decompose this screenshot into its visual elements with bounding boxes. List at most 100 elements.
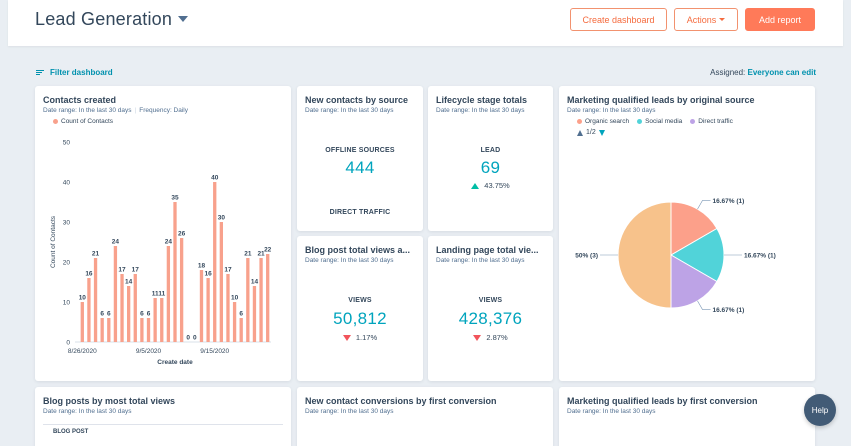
legend-label: Count of Contacts [61, 118, 114, 125]
bar [160, 298, 164, 342]
bar [127, 286, 131, 342]
trend-down-icon [342, 334, 351, 341]
bar-value-label: 40 [211, 175, 219, 182]
blog-posts-most-views-card: Blog posts by most total views Date rang… [35, 387, 291, 446]
lifecycle-stage-card: Lifecycle stage totals Date range: In th… [428, 86, 553, 231]
card-title[interactable]: Contacts created [43, 95, 117, 105]
page-title[interactable]: Lead Generation [35, 9, 173, 29]
y-tick-label: 0 [66, 340, 70, 347]
chevron-down-icon[interactable] [178, 16, 189, 22]
date-range: Date range: In the last 30 days [305, 107, 394, 114]
pie-slice-label: 16.67% (1) [744, 253, 776, 260]
bar-value-label: 35 [171, 195, 179, 202]
mql-first-conversion-card: Marketing qualified leads by first conve… [559, 387, 815, 446]
bar-value-label: 21 [92, 251, 100, 258]
pie-slice [670, 201, 718, 256]
card-title[interactable]: New contacts by source [305, 95, 409, 105]
trend-down-icon [473, 334, 482, 341]
bar [80, 302, 84, 342]
metric-label: LEAD [480, 147, 501, 154]
pie-slice [670, 227, 725, 283]
caret-down-icon [719, 18, 726, 21]
pie-slice-label: 16.67% (1) [713, 198, 745, 205]
date-range: Date range: In the last 30 days [436, 257, 525, 264]
contacts-created-card: Contacts created Date range: In the last… [35, 86, 291, 381]
frequency: Frequency: Daily [139, 107, 189, 114]
legend-direct[interactable]: Direct traffic [698, 118, 733, 125]
filter-dashboard-button[interactable]: Filter dashboard [36, 68, 113, 77]
bar [153, 298, 157, 342]
bar-value-label: 30 [218, 215, 226, 222]
date-range: Date range: In the last 30 days [43, 408, 132, 415]
legend-swatch-social [637, 119, 643, 124]
dashboard-selector[interactable]: Lead Generation [35, 9, 189, 30]
metric-value: 69 [480, 158, 501, 177]
card-title[interactable]: Marketing qualified leads by original so… [567, 95, 755, 105]
metric-change: 1.17% [297, 333, 423, 342]
card-title[interactable]: New contact conversions by first convers… [305, 396, 497, 406]
bar [206, 278, 210, 342]
pie-leader-line [697, 300, 711, 310]
assigned-info: Assigned: Everyone can edit [710, 68, 816, 77]
bar [120, 274, 124, 342]
assigned-label: Assigned: [710, 68, 746, 77]
column-header[interactable]: BLOG POST [53, 429, 89, 435]
bar [219, 222, 223, 342]
y-tick-label: 50 [63, 140, 71, 147]
filter-dashboard-label: Filter dashboard [50, 68, 113, 77]
y-tick-label: 30 [63, 220, 71, 227]
pager-up-icon[interactable] [577, 129, 583, 136]
card-title[interactable]: Blog post total views a... [305, 245, 411, 255]
bar [252, 286, 257, 342]
actions-button[interactable]: Actions [674, 8, 738, 31]
landing-views-card: Landing page total vie... Date range: In… [428, 236, 553, 381]
date-range: Date range: In the last 30 days [567, 107, 656, 114]
change-value: 1.17% [355, 333, 378, 342]
y-tick-label: 20 [63, 260, 71, 267]
top-bar: Lead Generation Create dashboard Actions… [8, 0, 843, 46]
bar-value-label: 24 [112, 239, 120, 246]
legend-swatch-organic [577, 119, 582, 124]
card-title[interactable]: Landing page total vie... [436, 245, 539, 255]
help-button[interactable]: Help [804, 394, 836, 426]
bar-value-label: 16 [204, 271, 212, 278]
pie-slice-label: 16.67% (1) [713, 307, 745, 314]
bar-value-label: 16 [85, 271, 93, 278]
bar [232, 302, 237, 342]
bar [146, 318, 151, 342]
chart-legend: Count of Contacts [53, 118, 113, 125]
x-tick-label: 9/15/2020 [200, 348, 229, 355]
x-tick-label: 8/26/2020 [68, 348, 97, 355]
card-title[interactable]: Blog posts by most total views [43, 396, 176, 406]
card-title[interactable]: Lifecycle stage totals [436, 95, 528, 105]
card-title[interactable]: Marketing qualified leads by first conve… [567, 396, 758, 406]
metric-change: 2.87% [428, 333, 553, 342]
bar [87, 278, 91, 342]
bar-value-label: 26 [178, 231, 186, 238]
bar-value-label: 11 [158, 291, 165, 298]
pager-down-icon[interactable] [598, 129, 605, 136]
bar-value-label: 21 [244, 251, 252, 258]
actions-label: Actions [686, 14, 717, 25]
date-range: Date range: In the last 30 days [305, 257, 394, 264]
bar-value-label: 10 [231, 295, 239, 302]
bar [133, 274, 137, 342]
bar-value-label: 10 [79, 295, 87, 302]
bar-value-label: 17 [224, 267, 232, 274]
metric-value: 50,812 [333, 309, 387, 328]
bar-value-label: 17 [118, 267, 126, 274]
add-report-button[interactable]: Add report [745, 8, 815, 31]
legend-social[interactable]: Social media [645, 118, 683, 125]
bar-value-label: 17 [132, 267, 140, 274]
legend-organic[interactable]: Organic search [585, 118, 630, 125]
bar-value-label: 6 [100, 311, 104, 318]
bar [93, 258, 98, 342]
blog-views-card: Blog post total views a... Date range: I… [297, 236, 423, 381]
metric-value: 444 [345, 158, 375, 177]
assigned-value-link[interactable]: Everyone can edit [747, 68, 816, 77]
bar [259, 258, 263, 342]
bar-value-label: 0 [193, 335, 197, 342]
new-contacts-by-source-card: New contacts by source Date range: In th… [297, 86, 423, 231]
contact-conversions-card: New contact conversions by first convers… [297, 387, 553, 446]
create-dashboard-button[interactable]: Create dashboard [570, 8, 667, 31]
